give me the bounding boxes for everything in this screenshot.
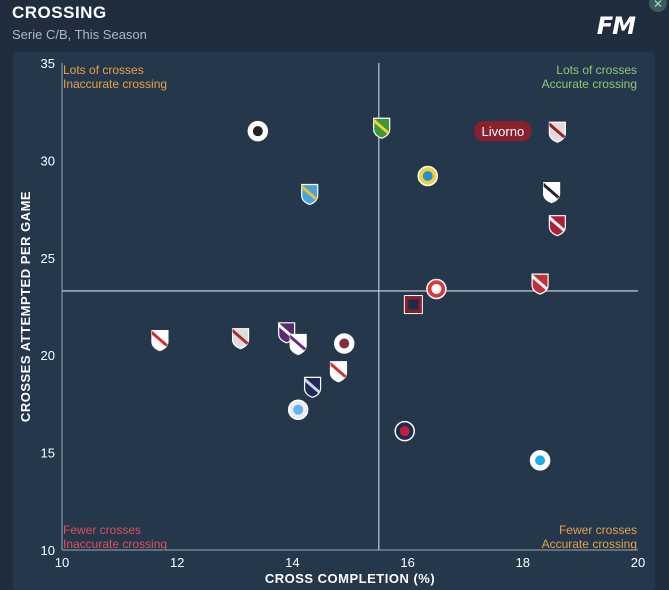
data-point — [542, 181, 561, 204]
close-icon[interactable]: ✕ — [649, 0, 667, 12]
data-point — [548, 121, 566, 143]
badge-inner — [304, 377, 321, 394]
data-point — [247, 120, 269, 142]
badge-inner — [431, 283, 442, 294]
y-axis-label: CROSSES ATTEMPTED PER GAME — [18, 191, 33, 422]
badge-inner — [408, 299, 419, 310]
badge-inner — [290, 334, 307, 351]
y-tick-label: 15 — [41, 446, 55, 461]
badge-inner — [252, 126, 263, 137]
fm-logo: FM — [596, 12, 636, 40]
data-point — [417, 165, 439, 187]
badge-inner — [549, 122, 566, 139]
data-point — [303, 376, 322, 399]
page-subtitle: Serie C/B, This Season — [12, 27, 147, 42]
x-tick-label: 20 — [631, 555, 645, 570]
data-point — [373, 117, 391, 139]
quadrant-label: Accurate crossing — [542, 537, 637, 551]
highlight-label-box — [474, 121, 532, 142]
x-axis-label: CROSS COMPLETION (%) — [265, 571, 435, 586]
badge-inner — [339, 338, 350, 349]
y-tick-label: 10 — [41, 543, 55, 558]
badge-inner — [151, 330, 168, 347]
badge-inner — [293, 404, 304, 415]
badge-inner — [543, 182, 560, 199]
badge-inner — [535, 455, 546, 466]
data-point — [329, 361, 348, 383]
quadrant-label: Inaccurate crossing — [63, 77, 167, 91]
quadrant-label: Lots of crosses — [556, 63, 637, 77]
data-point — [231, 328, 250, 350]
quadrant-label: Lots of crosses — [63, 63, 144, 77]
x-tick-label: 10 — [55, 555, 69, 570]
badge-inner — [373, 118, 390, 135]
data-point — [151, 330, 169, 352]
quadrant-label: Fewer crosses — [559, 523, 637, 537]
badge-inner — [399, 426, 410, 437]
data-point — [531, 273, 549, 295]
badge-inner — [532, 274, 549, 291]
y-tick-label: 25 — [41, 251, 55, 266]
data-point — [529, 450, 551, 471]
badge-inner — [232, 328, 249, 345]
x-tick-label: 16 — [400, 555, 414, 570]
y-tick-label: 35 — [41, 56, 55, 71]
chart-panel — [13, 52, 655, 590]
quadrant-label: Fewer crosses — [63, 523, 141, 537]
badge-inner — [549, 215, 566, 232]
data-point — [289, 333, 307, 356]
badge-inner — [301, 184, 318, 201]
x-tick-label: 14 — [285, 555, 299, 570]
quadrant-label: Inaccurate crossing — [63, 537, 167, 551]
page-title: CROSSING — [12, 3, 107, 22]
badge-inner — [422, 170, 433, 181]
badge-inner — [330, 361, 347, 378]
quadrant-label: Accurate crossing — [542, 77, 637, 91]
data-point — [394, 420, 415, 442]
x-tick-label: 18 — [516, 555, 530, 570]
y-tick-label: 20 — [41, 348, 55, 363]
x-tick-label: 12 — [170, 555, 184, 570]
data-point — [548, 215, 566, 237]
data-point — [403, 295, 423, 315]
data-point — [287, 399, 309, 420]
data-point — [333, 333, 355, 354]
highlight-label: Livorno — [482, 124, 525, 139]
y-tick-label: 30 — [41, 153, 55, 168]
data-point — [301, 183, 319, 206]
data-point — [426, 278, 447, 300]
